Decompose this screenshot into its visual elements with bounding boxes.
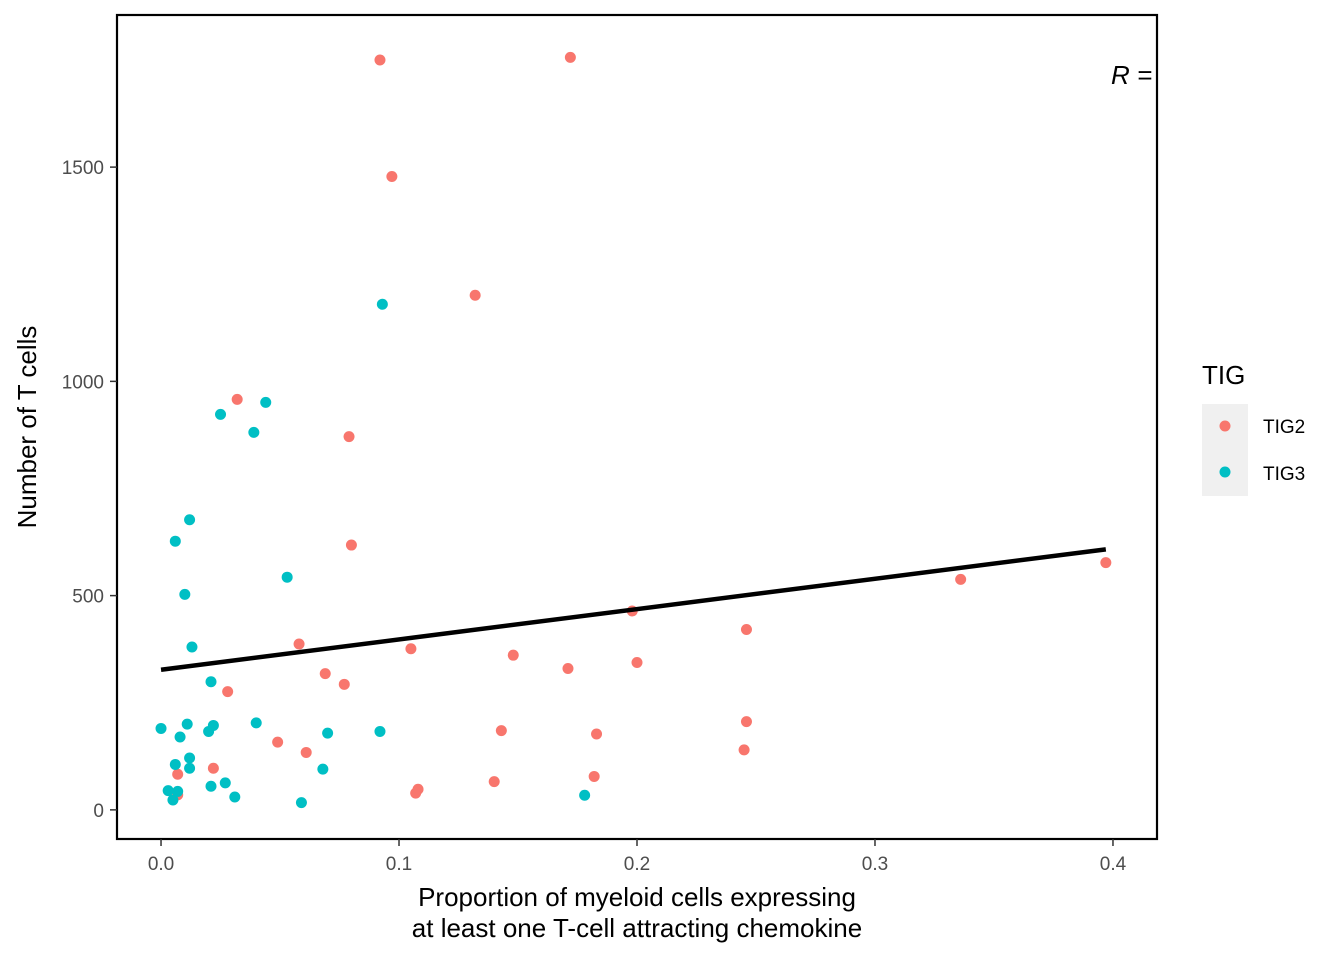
- point-tig2-1: [564, 51, 576, 63]
- point-tig3-16: [322, 727, 334, 739]
- regression-line: [160, 547, 1107, 672]
- point-tig3-5: [169, 535, 181, 547]
- x-tick-label: 0.0: [148, 854, 174, 875]
- point-tig2-24: [300, 746, 312, 758]
- legend-label-tig3: TIG3: [1263, 464, 1305, 485]
- point-tig2-26: [172, 768, 184, 780]
- point-tig3-27: [229, 791, 241, 803]
- point-tig2-7: [1100, 557, 1112, 569]
- x-axis: 0.0 0.1 0.2 0.3 0.4: [148, 839, 1127, 875]
- x-tick-label: 0.4: [1100, 854, 1127, 875]
- legend-key-tig2: [1219, 420, 1231, 432]
- points-layer: [155, 51, 1112, 809]
- point-tig2-18: [222, 686, 234, 698]
- point-tig2-11: [293, 638, 305, 650]
- point-tig3-15: [374, 725, 386, 737]
- x-axis-title-line2: at least one T-cell attracting chemokine: [412, 913, 862, 943]
- point-tig2-14: [631, 656, 643, 668]
- legend-key-tig3: [1219, 466, 1231, 478]
- point-tig3-0: [376, 298, 388, 310]
- point-tig3-6: [281, 571, 293, 583]
- correlation-annotation: R =: [1111, 60, 1152, 90]
- x-tick-label: 0.2: [624, 854, 650, 875]
- point-tig2-10: [740, 623, 752, 635]
- point-tig3-22: [219, 777, 231, 789]
- y-tick-label: 1000: [62, 372, 104, 393]
- point-tig3-28: [167, 794, 179, 806]
- point-tig2-16: [319, 668, 331, 680]
- point-tig3-8: [186, 641, 198, 653]
- point-tig2-22: [272, 736, 284, 748]
- point-tig2-13: [507, 649, 519, 661]
- point-tig3-25: [172, 785, 184, 797]
- point-tig3-26: [579, 789, 591, 801]
- x-axis-title-line1: Proportion of myeloid cells expressing: [418, 882, 856, 912]
- point-tig3-3: [248, 426, 260, 438]
- point-tig3-23: [205, 780, 217, 792]
- y-axis: 0 500 1000 1500: [62, 158, 117, 822]
- point-tig2-25: [207, 762, 219, 774]
- point-tig3-1: [260, 396, 272, 408]
- point-tig2-15: [562, 662, 574, 674]
- y-axis-title: Number of T cells: [12, 326, 42, 529]
- point-tig2-3: [469, 289, 481, 301]
- x-tick-label: 0.3: [862, 854, 888, 875]
- point-tig3-10: [250, 717, 262, 729]
- y-tick-label: 1500: [62, 158, 104, 179]
- legend-key-background: [1202, 404, 1248, 496]
- point-tig2-28: [488, 776, 500, 788]
- point-tig3-9: [205, 676, 217, 688]
- x-tick-label: 0.1: [386, 854, 412, 875]
- point-tig2-17: [338, 678, 350, 690]
- point-tig3-7: [179, 588, 191, 600]
- point-tig2-4: [231, 393, 243, 405]
- point-tig2-20: [495, 725, 507, 737]
- legend-title: TIG: [1202, 360, 1245, 390]
- point-tig2-5: [343, 431, 355, 443]
- point-tig3-19: [169, 758, 181, 770]
- y-tick-label: 0: [93, 801, 104, 822]
- point-tig3-17: [174, 731, 186, 743]
- point-tig3-29: [295, 797, 307, 809]
- point-tig2-21: [591, 728, 603, 740]
- point-tig3-21: [317, 763, 329, 775]
- y-tick-label: 500: [72, 587, 104, 608]
- point-tig3-13: [155, 722, 167, 734]
- point-tig2-8: [955, 573, 967, 585]
- legend: TIG TIG2 TIG3: [1202, 360, 1305, 496]
- point-tig2-23: [738, 744, 750, 756]
- legend-label-tig2: TIG2: [1263, 417, 1305, 438]
- fit-layer: [160, 547, 1107, 672]
- point-tig3-2: [215, 408, 227, 420]
- point-tig2-2: [386, 171, 398, 183]
- point-tig3-11: [181, 718, 193, 730]
- point-tig3-4: [184, 514, 196, 526]
- point-tig3-14: [203, 725, 215, 737]
- point-tig2-27: [588, 770, 600, 782]
- point-tig2-12: [405, 643, 417, 655]
- point-tig2-6: [345, 539, 357, 551]
- point-tig3-18: [184, 752, 196, 764]
- point-tig2-0: [374, 54, 386, 66]
- point-tig3-24: [162, 785, 174, 797]
- point-tig2-19: [740, 716, 752, 728]
- point-tig3-20: [184, 762, 196, 774]
- point-tig2-30: [410, 787, 422, 799]
